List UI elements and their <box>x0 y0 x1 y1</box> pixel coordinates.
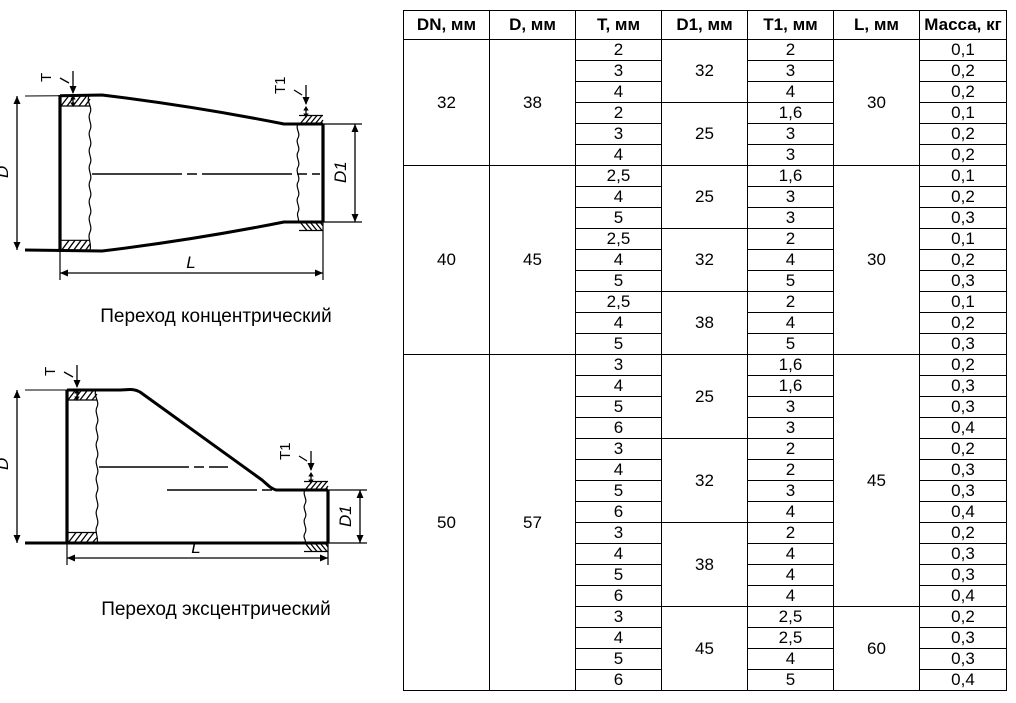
svg-text:L: L <box>186 253 195 272</box>
svg-text:T1: T1 <box>277 442 294 460</box>
svg-text:D1: D1 <box>336 505 355 527</box>
svg-text:L: L <box>191 538 200 557</box>
svg-text:D1: D1 <box>331 161 350 183</box>
svg-text:D: D <box>0 458 12 470</box>
svg-text:D: D <box>0 166 12 178</box>
svg-text:T: T <box>42 367 59 376</box>
svg-text:T: T <box>38 73 55 82</box>
svg-text:T1: T1 <box>272 76 289 94</box>
